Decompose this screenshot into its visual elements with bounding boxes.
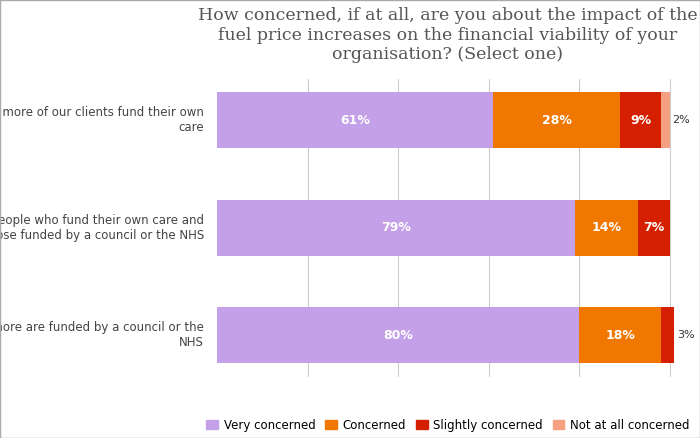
Text: 14%: 14%	[592, 221, 622, 234]
Text: 7%: 7%	[643, 221, 665, 234]
Text: 79%: 79%	[381, 221, 411, 234]
Title: How concerned, if at all, are you about the impact of the
fuel price increases o: How concerned, if at all, are you about …	[198, 7, 698, 64]
Bar	[638, 200, 670, 256]
Text: 3%: 3%	[677, 330, 694, 340]
Text: 18%: 18%	[606, 328, 635, 342]
Bar	[620, 92, 661, 148]
Text: 28%: 28%	[542, 114, 572, 127]
Text: 2%: 2%	[672, 115, 690, 125]
Legend: Very concerned, Concerned, Slightly concerned, Not at all concerned: Very concerned, Concerned, Slightly conc…	[202, 414, 694, 436]
Bar	[217, 92, 494, 148]
Bar	[661, 92, 670, 148]
Text: 61%: 61%	[340, 114, 370, 127]
Text: 80%: 80%	[383, 328, 413, 342]
Bar	[661, 307, 675, 363]
Text: 9%: 9%	[630, 114, 651, 127]
Bar	[217, 200, 575, 256]
Bar	[575, 200, 638, 256]
Bar	[217, 307, 580, 363]
Bar	[580, 307, 661, 363]
Bar	[494, 92, 620, 148]
